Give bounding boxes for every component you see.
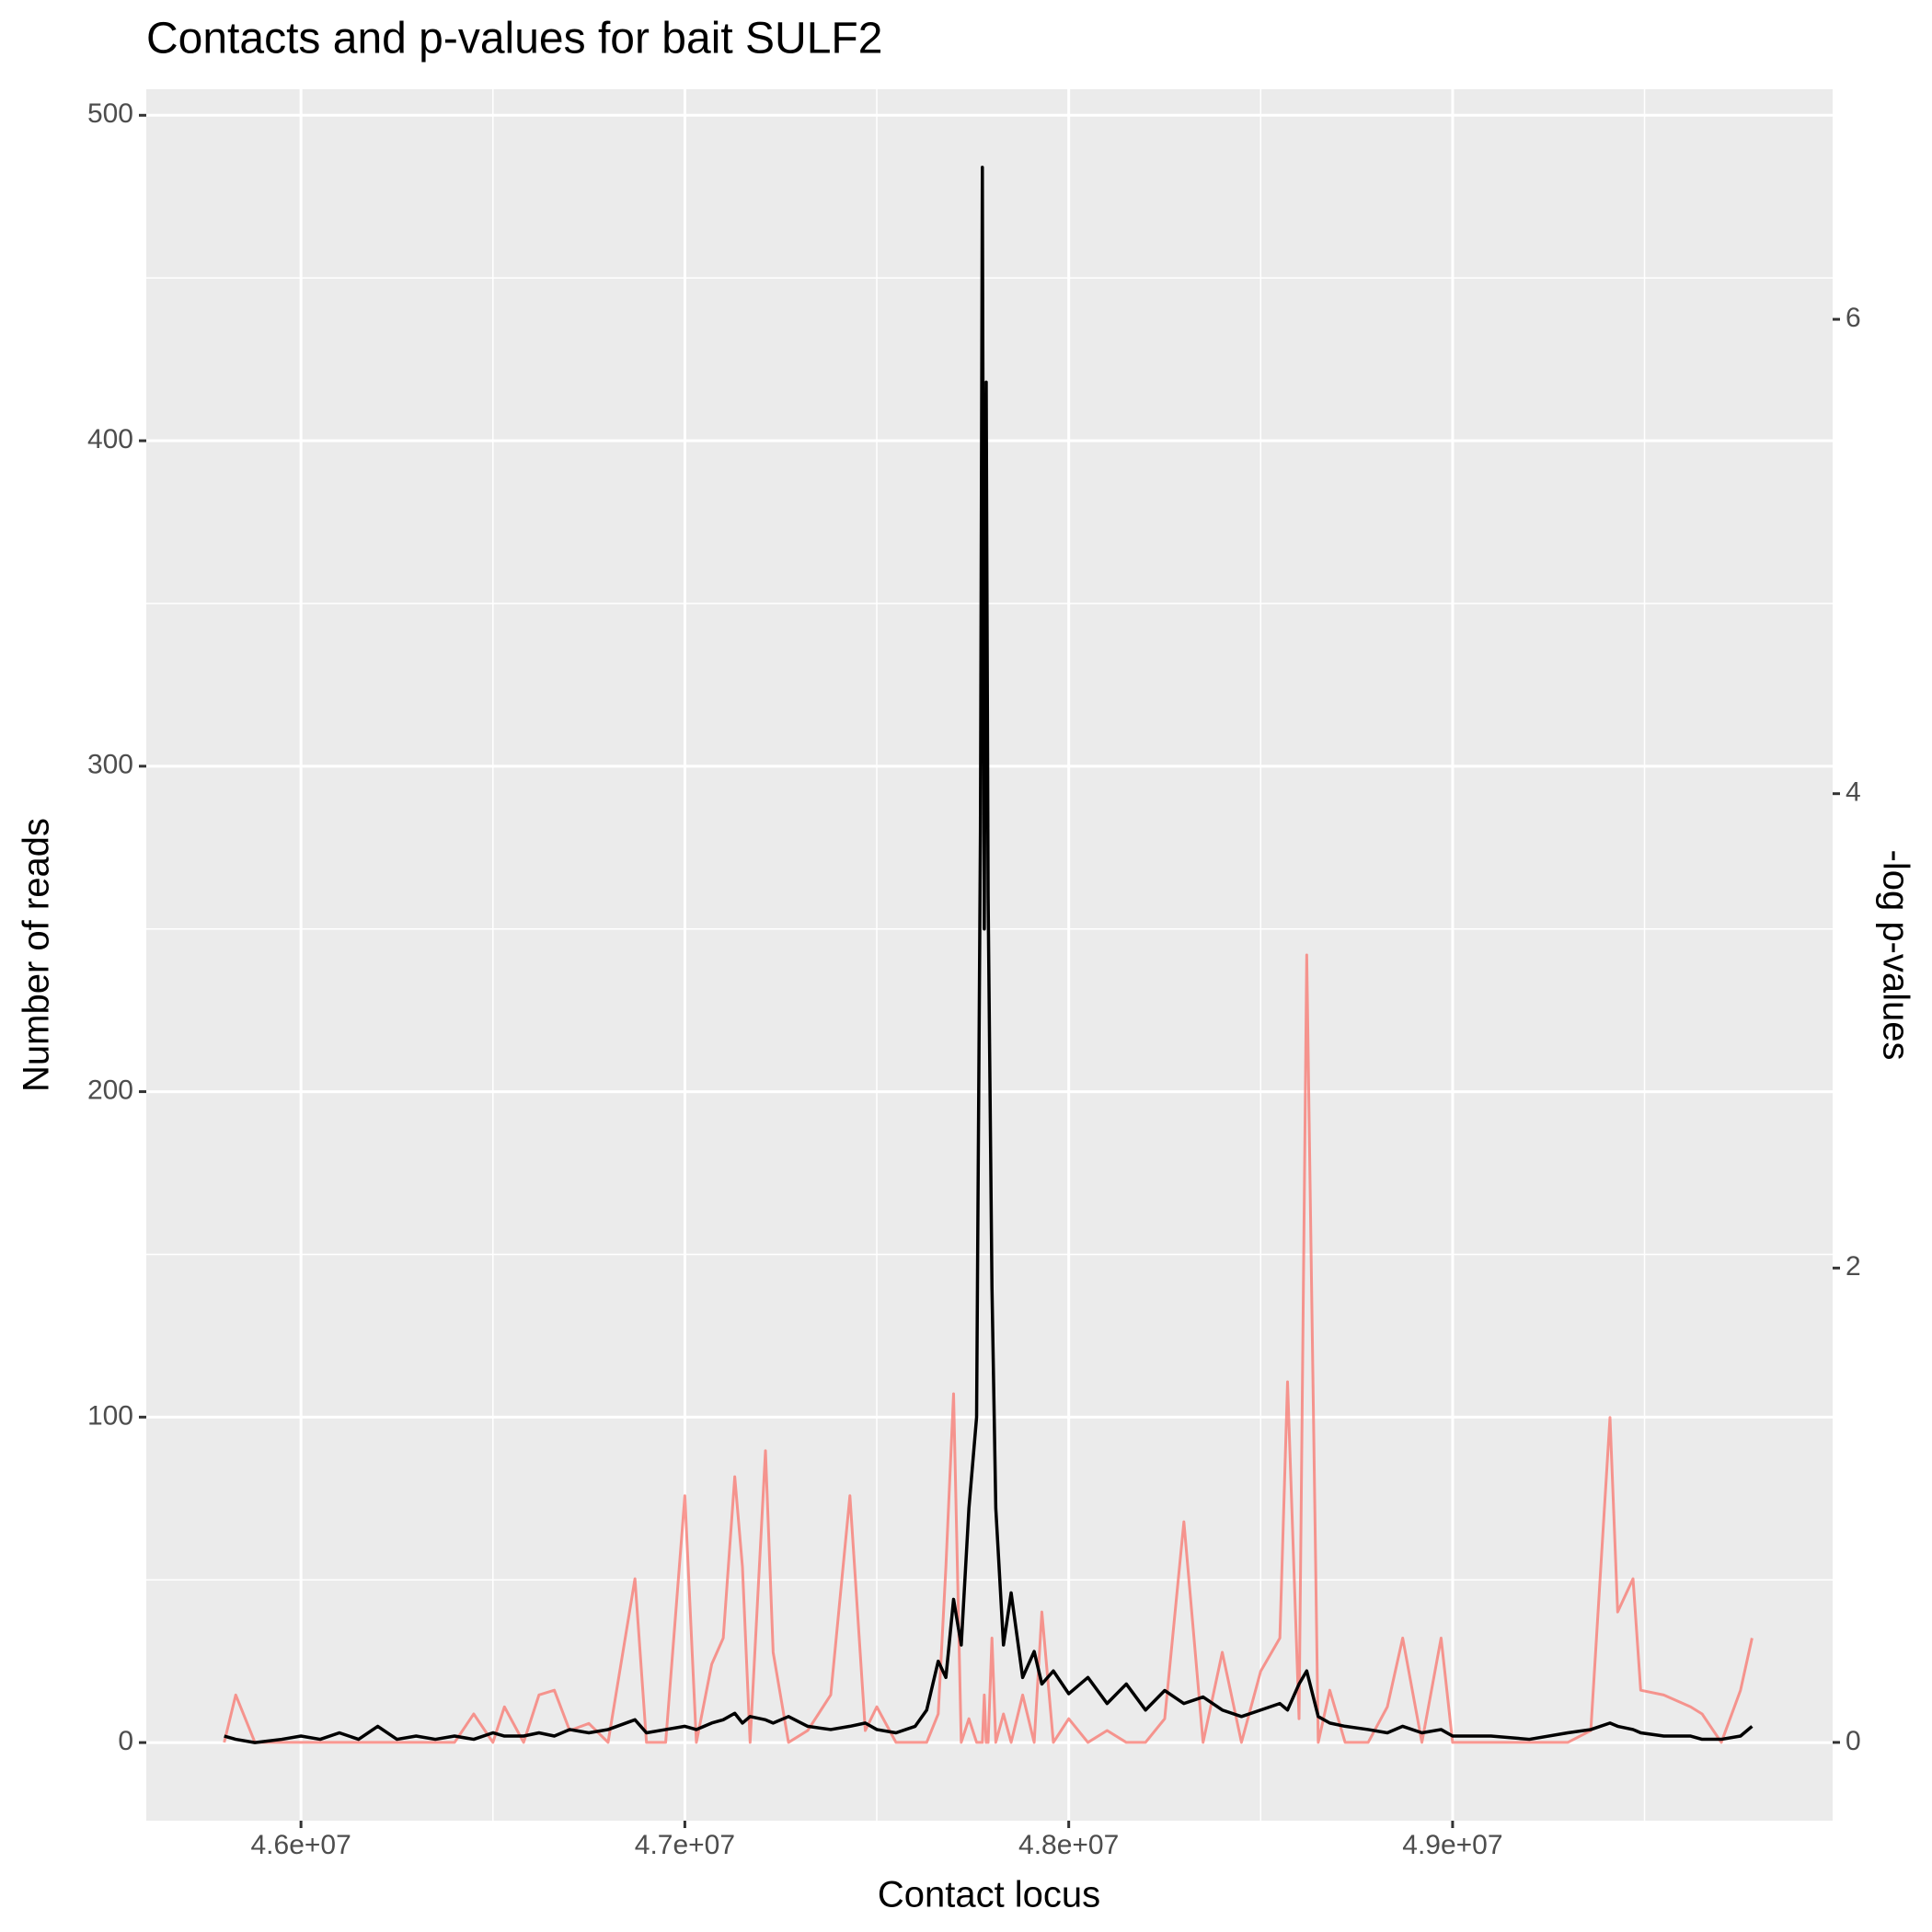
y2-tick-label: 6 [1846, 303, 1861, 333]
y-tick-label: 300 [87, 750, 133, 780]
y-axis-title: Number of reads [17, 818, 57, 1092]
y-tick-label: 100 [87, 1400, 133, 1431]
y-tick-label: 200 [87, 1075, 133, 1106]
y2-tick-label: 4 [1846, 777, 1861, 808]
y-tick-label: 400 [87, 424, 133, 454]
y-tick-label: 0 [118, 1726, 133, 1756]
x-tick-label: 4.7e+07 [635, 1830, 735, 1860]
y2-tick-label: 0 [1846, 1726, 1861, 1756]
series-line [224, 166, 1754, 1744]
x-tick-label: 4.9e+07 [1402, 1830, 1502, 1860]
series-line [223, 953, 1754, 1744]
y-tick-label: 500 [87, 98, 133, 129]
y2-tick-label: 2 [1846, 1251, 1861, 1282]
chart-title: Contacts and p-values for bait SULF2 [146, 15, 882, 63]
x-axis-title: Contact locus [878, 1875, 1100, 1915]
x-tick-label: 4.8e+07 [1018, 1830, 1119, 1860]
y2-axis-title: -log p-values [1875, 849, 1915, 1060]
x-tick-label: 4.6e+07 [251, 1830, 351, 1860]
